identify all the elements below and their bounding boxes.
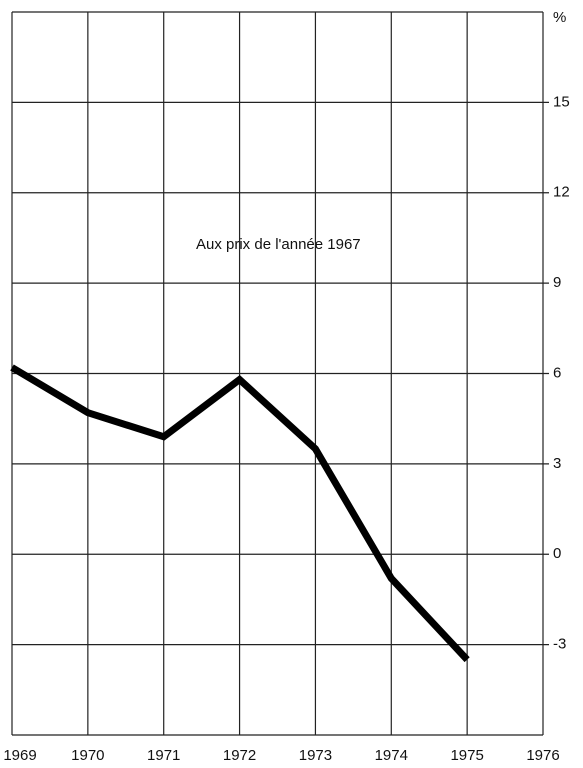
- y-tick-label: -3: [553, 636, 566, 653]
- x-tick-label: 1972: [223, 747, 256, 764]
- x-tick-label: 1976: [526, 747, 559, 764]
- x-tick-label: 1973: [299, 747, 332, 764]
- x-tick-label: 1970: [71, 747, 104, 764]
- x-tick-label: 1969: [3, 747, 36, 764]
- x-tick-label: 1975: [450, 747, 483, 764]
- x-tick-label: 1974: [375, 747, 408, 764]
- annotation: Aux prix de l'année 1967: [196, 236, 361, 253]
- y-tick-label: 15: [553, 93, 570, 110]
- y-tick-label: 6: [553, 364, 561, 381]
- y-tick-label: 0: [553, 545, 561, 562]
- y-tick-label: 9: [553, 274, 561, 291]
- y-tick-label: 3: [553, 455, 561, 472]
- x-tick-label: 1971: [147, 747, 180, 764]
- data-line: [10, 364, 470, 663]
- y-unit: %: [553, 9, 566, 26]
- y-tick-label: 12: [553, 184, 570, 201]
